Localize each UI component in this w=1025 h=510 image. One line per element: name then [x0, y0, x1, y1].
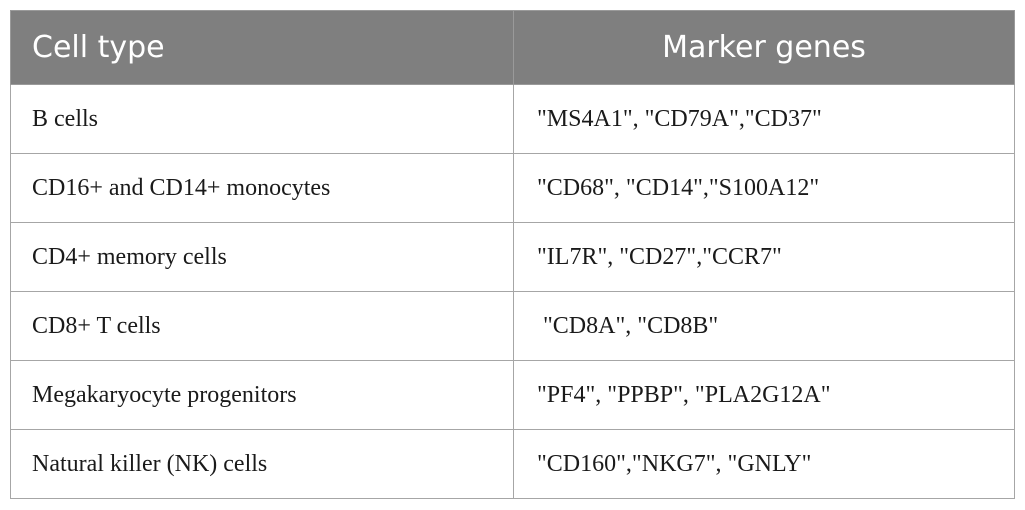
marker-genes-value: "CD160","NKG7", "GNLY"	[513, 429, 1015, 499]
marker-genes-value: "MS4A1", "CD79A","CD37"	[513, 84, 1015, 154]
cell-type-value: CD16+ and CD14+ monocytes	[10, 153, 514, 223]
table-row: B cells "MS4A1", "CD79A","CD37"	[10, 84, 1015, 154]
cell-type-value: Natural killer (NK) cells	[10, 429, 514, 499]
cell-type-value: B cells	[10, 84, 514, 154]
table-row: Natural killer (NK) cells "CD160","NKG7"…	[10, 429, 1015, 499]
marker-genes-table: Cell type Marker genes B cells "MS4A1", …	[10, 10, 1015, 499]
cell-type-value: CD4+ memory cells	[10, 222, 514, 292]
header-cell-type: Cell type	[10, 10, 514, 85]
table-row: Megakaryocyte progenitors "PF4", "PPBP",…	[10, 360, 1015, 430]
table-body: B cells "MS4A1", "CD79A","CD37" CD16+ an…	[10, 84, 1015, 499]
cell-type-value: Megakaryocyte progenitors	[10, 360, 514, 430]
marker-genes-value: "CD68", "CD14","S100A12"	[513, 153, 1015, 223]
header-marker-genes: Marker genes	[513, 10, 1015, 85]
table-row: CD4+ memory cells "IL7R", "CD27","CCR7"	[10, 222, 1015, 292]
marker-genes-value: "IL7R", "CD27","CCR7"	[513, 222, 1015, 292]
marker-genes-value: "CD8A", "CD8B"	[513, 291, 1015, 361]
marker-genes-table-container: Cell type Marker genes B cells "MS4A1", …	[10, 10, 1015, 499]
marker-genes-value: "PF4", "PPBP", "PLA2G12A"	[513, 360, 1015, 430]
header-row: Cell type Marker genes	[10, 10, 1015, 85]
table-row: CD16+ and CD14+ monocytes "CD68", "CD14"…	[10, 153, 1015, 223]
table-header: Cell type Marker genes	[10, 10, 1015, 85]
cell-type-value: CD8+ T cells	[10, 291, 514, 361]
table-row: CD8+ T cells "CD8A", "CD8B"	[10, 291, 1015, 361]
